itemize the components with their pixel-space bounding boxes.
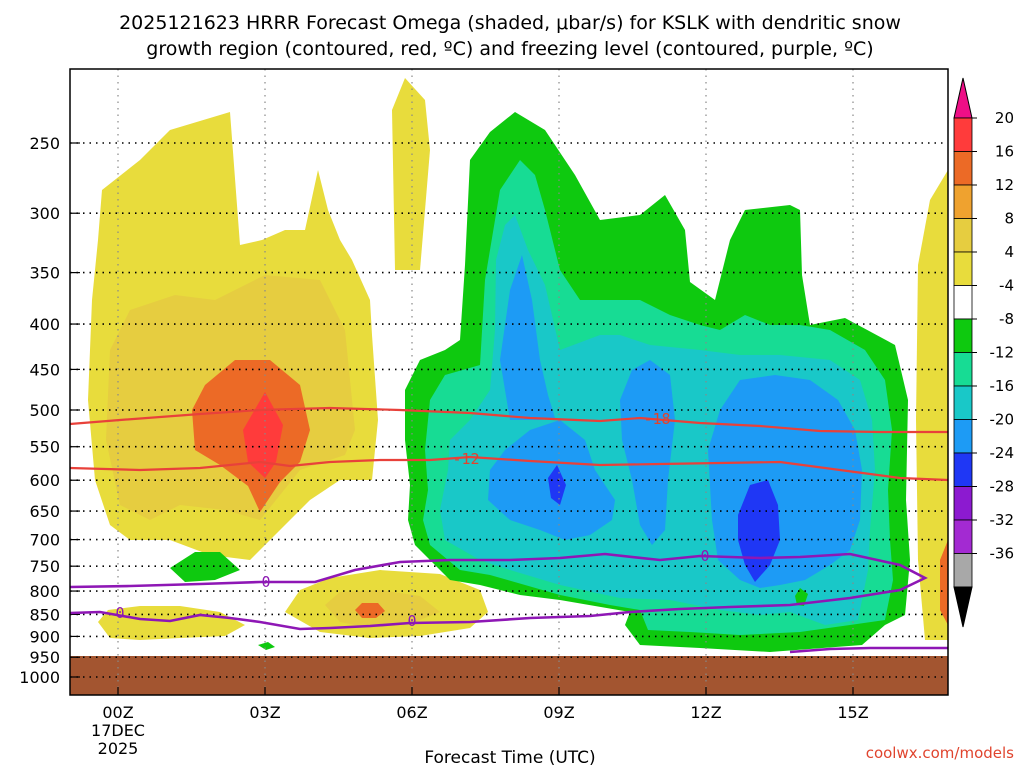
freezing-label-b: 0	[700, 547, 709, 565]
y-tick-label-550: 550	[29, 438, 60, 457]
dgz-label-minus12: -12	[452, 450, 479, 468]
y-tick-label-1000: 1000	[19, 668, 60, 687]
y-tick-label-700: 700	[29, 531, 60, 550]
freezing-contour-labels: 0 0 0 0	[115, 547, 709, 630]
colorbar-swatch-1	[953, 151, 973, 186]
x-axis-ticks: 00Z 03Z 06Z 09Z 12Z 15Z	[102, 687, 869, 722]
x-tick-label-12Z: 12Z	[690, 703, 721, 722]
omega-region-minus20	[548, 465, 780, 582]
colorbar-swatch-11	[953, 486, 973, 521]
omega-region-minus4-spot	[795, 588, 808, 606]
colorbar-swatch-3	[953, 218, 973, 253]
y-tick-label-750: 750	[29, 557, 60, 576]
y-tick-label-450: 450	[29, 360, 60, 379]
y-tick-label-800: 800	[29, 582, 60, 601]
colorbar-swatch-6	[953, 318, 973, 353]
omega-shading	[88, 78, 948, 652]
colorbar-bottom-arrow	[953, 586, 973, 628]
colorbar-label-8: -16	[990, 377, 1015, 395]
omega-region-minus4-lowA	[170, 552, 240, 582]
freezing-label-d: 0	[407, 612, 416, 630]
x-date-label-day: 17DEC	[91, 721, 145, 740]
colorbar-swatch-10	[953, 452, 973, 487]
chart-title-line-1: 2025121623 HRRR Forecast Omega (shaded, …	[119, 12, 901, 34]
colorbar-swatch-7	[953, 352, 973, 387]
source-credit: coolwx.com/models	[866, 744, 1014, 762]
y-tick-label-400: 400	[29, 315, 60, 334]
y-tick-label-850: 850	[29, 605, 60, 624]
y-tick-label-900: 900	[29, 627, 60, 646]
y-axis-ticks: 250 300 350 400 450 500 550 600 650 700 750 800 850 9…	[19, 134, 80, 687]
colorbar-swatch-13	[953, 553, 973, 588]
x-tick-label-09Z: 09Z	[543, 703, 574, 722]
x-tick-label-06Z: 06Z	[396, 703, 427, 722]
x-date-label-year: 2025	[98, 739, 139, 758]
omega-region-minus4-lowB	[258, 642, 275, 650]
x-axis-label: Forecast Time (UTC)	[424, 748, 595, 768]
colorbar-swatch-4	[953, 251, 973, 286]
x-tick-label-00Z: 00Z	[102, 703, 133, 722]
y-tick-label-300: 300	[29, 204, 60, 223]
freezing-level-contours	[69, 552, 948, 654]
colorbar-label-6: -8	[999, 310, 1014, 328]
y-tick-label-600: 600	[29, 471, 60, 490]
colorbar-top-arrow	[953, 77, 973, 119]
dgz-contour-minus18	[69, 406, 948, 434]
y-tick-label-500: 500	[29, 401, 60, 420]
y-tick-label-250: 250	[29, 134, 60, 153]
freezing-contour-lower	[789, 646, 948, 654]
colorbar: 20 16 12 8 4 -4 -8 -12 -16 -20 -24 -28 -32 -36	[953, 77, 1015, 628]
colorbar-label-10: -24	[990, 444, 1015, 462]
colorbar-label-1: 16	[995, 143, 1014, 161]
y-tick-label-950: 950	[29, 648, 60, 667]
omega-region-plus4-top	[392, 78, 430, 270]
chart-title-line-2: growth region (contoured, red, ºC) and f…	[146, 38, 873, 60]
colorbar-swatch-0	[953, 117, 973, 152]
omega-region-plus16-right	[940, 540, 948, 625]
colorbar-swatch-8	[953, 385, 973, 420]
colorbar-label-4: 4	[1004, 243, 1014, 261]
colorbar-label-13: -36	[990, 545, 1015, 563]
ground-surface	[70, 656, 948, 695]
colorbar-label-9: -20	[990, 411, 1015, 429]
freezing-label-c: 0	[115, 604, 124, 622]
colorbar-swatch-2	[953, 184, 973, 219]
freezing-label-a: 0	[261, 573, 270, 591]
dgz-label-minus18: -18	[643, 410, 670, 428]
omega-region-plus4-right	[916, 170, 948, 640]
omega-region-plus16	[243, 392, 283, 478]
colorbar-swatch-12	[953, 519, 973, 554]
y-tick-label-350: 350	[29, 264, 60, 283]
y-tick-label-650: 650	[29, 502, 60, 521]
colorbar-label-11: -28	[990, 478, 1015, 496]
colorbar-swatch-5	[953, 285, 973, 320]
freezing-contour-upper	[69, 552, 928, 631]
colorbar-label-2: 12	[995, 176, 1014, 194]
dgz-contours	[69, 406, 949, 482]
x-tick-label-15Z: 15Z	[837, 703, 868, 722]
grid-lines	[70, 69, 948, 695]
colorbar-label-12: -32	[990, 511, 1015, 529]
colorbar-label-5: -4	[999, 277, 1014, 295]
x-tick-label-03Z: 03Z	[249, 703, 280, 722]
omega-region-plus4-lowB	[98, 606, 245, 640]
colorbar-label-7: -12	[990, 344, 1015, 362]
colorbar-label-3: 8	[1004, 210, 1014, 228]
dgz-contour-minus12	[69, 455, 949, 482]
plot-frame	[69, 68, 949, 696]
colorbar-swatch-9	[953, 419, 973, 454]
colorbar-label-0: 20	[995, 109, 1014, 127]
